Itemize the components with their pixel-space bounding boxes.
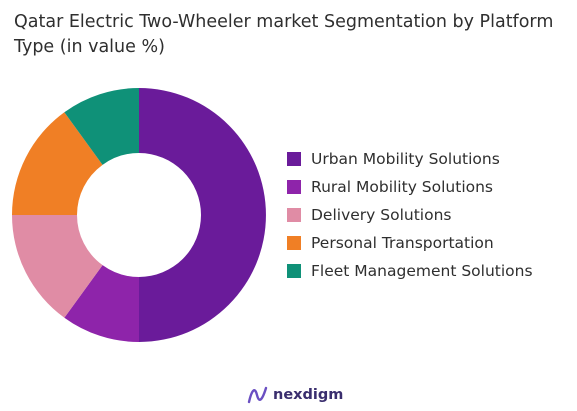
chart-legend: Urban Mobility Solutions Rural Mobility … (287, 145, 533, 285)
donut-slice-fleet (64, 88, 139, 165)
legend-item-delivery: Delivery Solutions (287, 201, 533, 229)
legend-label: Delivery Solutions (311, 206, 452, 224)
legend-label: Fleet Management Solutions (311, 262, 533, 280)
legend-swatch (287, 236, 301, 250)
legend-swatch (287, 208, 301, 222)
legend-label: Urban Mobility Solutions (311, 150, 500, 168)
legend-swatch (287, 264, 301, 278)
donut-slice-personal (12, 112, 103, 215)
donut-slice-delivery (11, 215, 103, 318)
legend-label: Rural Mobility Solutions (311, 178, 494, 196)
nexdigm-logo-icon (247, 386, 268, 404)
donut-slice-rural (64, 265, 139, 342)
legend-item-personal: Personal Transportation (287, 229, 533, 257)
legend-swatch (287, 152, 301, 166)
legend-label: Personal Transportation (311, 234, 494, 252)
legend-item-fleet: Fleet Management Solutions (287, 257, 533, 285)
donut-slice-urban (139, 88, 266, 342)
legend-item-urban: Urban Mobility Solutions (287, 145, 533, 173)
chart-title: Qatar Electric Two-Wheeler market Segmen… (14, 12, 554, 57)
legend-swatch (287, 180, 301, 194)
legend-item-rural: Rural Mobility Solutions (287, 173, 533, 201)
brand-logo: nexdigm (247, 385, 343, 405)
brand-name: nexdigm (273, 387, 344, 403)
